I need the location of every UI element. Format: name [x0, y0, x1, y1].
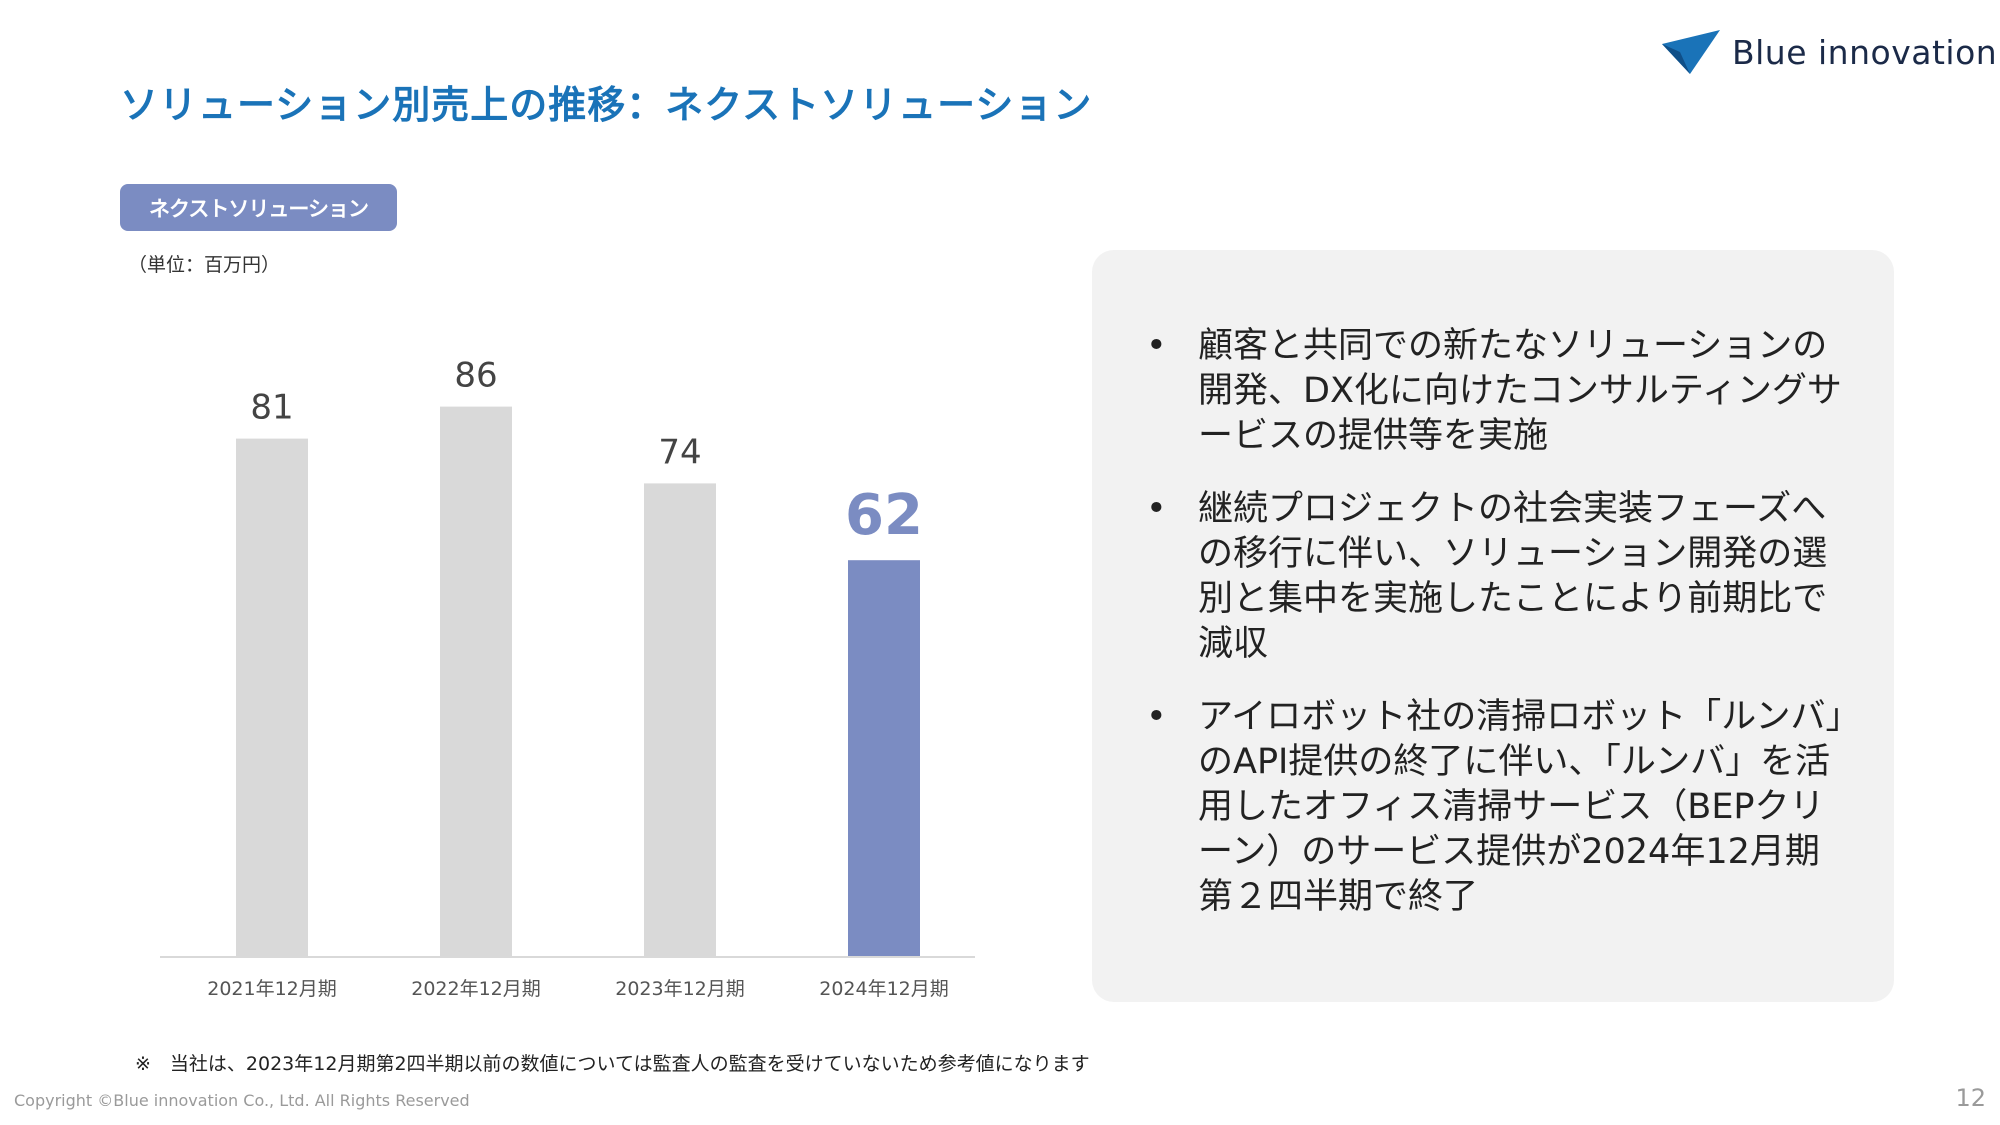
- page-number: 12: [1955, 1084, 1986, 1112]
- category-label-3: 2024年12月期: [819, 978, 949, 1000]
- category-label-1: 2022年12月期: [411, 978, 541, 1000]
- bullet-dot: •: [1146, 489, 1167, 529]
- bullet-item: • 顧客と共同での新たなソリューションの開発、DX化に向けたコンサルティングサービ…: [1146, 324, 1846, 459]
- bar-chart: 81 2021年12月期 86 2022年12月期 74 2023年12月期 62 2024年…: [160, 356, 975, 1000]
- chart-category-label: ネクストソリューション: [120, 184, 397, 231]
- paper-plane-logo-icon: [1662, 30, 1720, 74]
- bullet-list: • 顧客と共同での新たなソリューションの開発、DX化に向けたコンサルティングサービ…: [1146, 324, 1846, 948]
- data-label-0: 81: [250, 388, 293, 428]
- copyright: Copyright ©Blue innovation Co., Ltd. All…: [14, 1091, 470, 1110]
- data-label-3: 62: [845, 483, 923, 548]
- bar-1: [440, 406, 512, 958]
- bullet-text: アイロボット社の清掃ロボット「ルンバ」のAPI提供の終了に伴い、「ルンバ」を活用…: [1198, 697, 1844, 917]
- bullet-dot: •: [1146, 326, 1167, 366]
- data-label-1: 86: [454, 356, 497, 396]
- bar-0: [236, 438, 308, 958]
- footnote: ※ 当社は、2023年12月期第2四半期以前の数値については監査人の監査を受けて…: [135, 1053, 1090, 1075]
- logo-text: Blue innovation: [1732, 32, 1998, 72]
- labels-layer: 81 2021年12月期 86 2022年12月期 74 2023年12月期 62 2024年…: [207, 356, 949, 1000]
- page-title: ソリューション別売上の推移：ネクストソリューション: [120, 83, 1093, 127]
- unit-label: （単位：百万円）: [128, 254, 281, 276]
- bullet-text: 顧客と共同での新たなソリューションの開発、DX化に向けたコンサルティングサービス…: [1198, 326, 1842, 456]
- bullet-item: • 継続プロジェクトの社会実装フェーズへの移行に伴い、ソリューション開発の選別と集…: [1146, 487, 1846, 667]
- data-label-2: 74: [658, 432, 701, 472]
- bullet-text: 継続プロジェクトの社会実装フェーズへの移行に伴い、ソリューション開発の選別と集中…: [1198, 489, 1828, 664]
- bar-3: [848, 560, 920, 957]
- bar-2: [644, 483, 716, 957]
- bullet-dot: •: [1146, 697, 1167, 737]
- company-logo: Blue innovation: [1662, 30, 1997, 74]
- bars-layer: [236, 406, 920, 958]
- bullet-item: • アイロボット社の清掃ロボット「ルンバ」のAPI提供の終了に伴い、「ルンバ」を活…: [1146, 695, 1846, 920]
- category-label-0: 2021年12月期: [207, 978, 337, 1000]
- category-label-2: 2023年12月期: [615, 978, 745, 1000]
- summary-panel: • 顧客と共同での新たなソリューションの開発、DX化に向けたコンサルティングサービ…: [1092, 250, 1894, 1002]
